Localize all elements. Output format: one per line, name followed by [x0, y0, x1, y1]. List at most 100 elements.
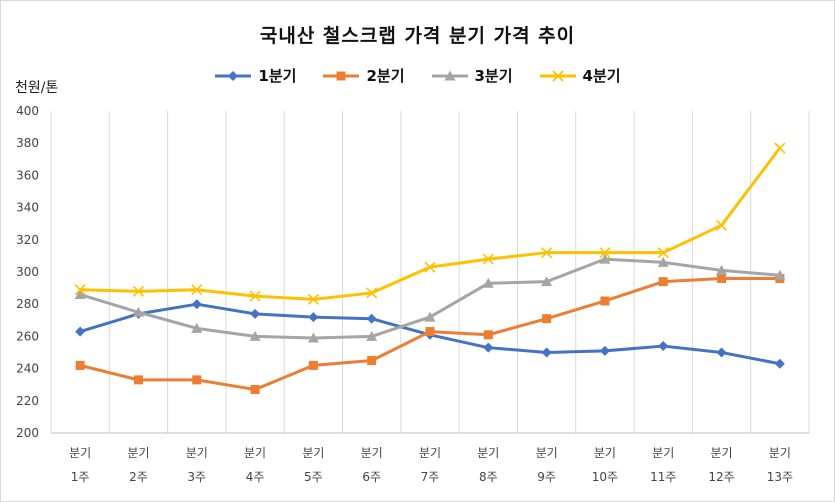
- series-line: [80, 147, 782, 301]
- data-point: [658, 277, 668, 287]
- legend-marker: [228, 70, 239, 81]
- data-point: [366, 287, 378, 299]
- y-tick-label: 280: [16, 297, 39, 311]
- data-point: [132, 306, 144, 317]
- data-point: [74, 289, 86, 300]
- x-tick-label: 9주: [537, 470, 556, 484]
- data-point: [191, 322, 203, 333]
- y-tick-label: 220: [16, 394, 39, 408]
- data-point: [250, 385, 260, 395]
- legend-swatch: [431, 70, 468, 80]
- x-tick-label: 분기: [536, 446, 558, 460]
- data-point: [192, 375, 202, 385]
- x-tick-label: 6주: [362, 470, 381, 484]
- x-tick-label: 13주: [767, 470, 793, 484]
- data-point: [541, 247, 553, 259]
- x-tick-label: 분기: [186, 446, 208, 460]
- x-tick-label: 분기: [69, 446, 91, 460]
- x-tick-label: 분기: [769, 446, 791, 460]
- x-tick-label: 분기: [710, 446, 732, 460]
- legend-marker: [444, 70, 455, 80]
- legend-item: 4분기: [539, 65, 621, 86]
- data-point: [75, 360, 85, 370]
- x-tick-label: 분기: [127, 446, 149, 460]
- legend-item: 2분기: [322, 65, 405, 86]
- data-point: [541, 276, 553, 287]
- data-point: [600, 296, 610, 306]
- data-point: [599, 253, 611, 264]
- series-3: [74, 253, 786, 343]
- y-tick-label: 340: [16, 201, 39, 215]
- x-tick-label: 4주: [246, 470, 265, 484]
- x-tick-label: 분기: [594, 446, 616, 460]
- data-point: [75, 326, 86, 337]
- data-point: [132, 285, 145, 297]
- data-point: [599, 345, 610, 356]
- data-point: [658, 341, 669, 352]
- y-tick-label: 260: [16, 329, 39, 343]
- data-point: [249, 330, 261, 341]
- data-point: [774, 269, 786, 280]
- x-tick-label: 분기: [361, 446, 383, 460]
- data-point: [482, 277, 494, 288]
- y-tick-label: 300: [16, 265, 39, 279]
- y-tick-label: 200: [16, 426, 39, 440]
- data-point: [483, 330, 493, 340]
- data-point: [716, 347, 727, 358]
- y-tick-label: 360: [16, 168, 39, 182]
- data-point: [307, 293, 319, 305]
- legend-swatch: [215, 70, 252, 81]
- data-point: [424, 261, 436, 273]
- x-tick-label: 5주: [304, 470, 323, 484]
- x-tick-label: 분기: [244, 446, 266, 460]
- y-tick-label: 240: [16, 362, 39, 376]
- legend-label: 1분기: [258, 67, 297, 85]
- data-point: [250, 308, 261, 319]
- legend-label: 2분기: [366, 67, 405, 85]
- data-point: [542, 314, 552, 324]
- x-tick-label: 1주: [71, 470, 90, 484]
- legend-marker: [336, 71, 346, 80]
- data-point: [74, 284, 86, 296]
- series-line: [79, 257, 780, 340]
- data-point: [191, 284, 203, 296]
- data-point: [599, 247, 611, 259]
- x-tick-label: 분기: [302, 446, 324, 460]
- y-tick-label: 400: [16, 104, 39, 118]
- data-point: [717, 273, 727, 283]
- data-point: [657, 247, 669, 259]
- y-tick-label: 380: [16, 136, 39, 150]
- x-tick-label: 분기: [419, 446, 441, 460]
- legend-item: 1분기: [214, 65, 296, 86]
- data-point: [482, 253, 494, 265]
- legend-swatch: [539, 69, 576, 82]
- data-point: [774, 358, 785, 369]
- data-point: [308, 360, 318, 370]
- series-4: [74, 142, 786, 305]
- x-tick-label: 10주: [592, 470, 618, 484]
- x-tick-label: 11주: [650, 470, 676, 484]
- data-point: [715, 219, 728, 231]
- x-tick-label: 분기: [652, 446, 674, 460]
- data-point: [425, 327, 435, 337]
- legend: 1분기 2분기 3분기 4분기: [1, 65, 834, 86]
- legend-swatch: [323, 71, 360, 80]
- data-point: [133, 375, 143, 385]
- data-point: [366, 330, 378, 341]
- x-tick-label: 3주: [187, 470, 206, 484]
- chart-title: 국내산 철스크랩 가격 분기 가격 추이: [259, 25, 576, 47]
- legend-label: 4분기: [582, 67, 621, 85]
- data-point: [366, 313, 377, 324]
- data-point: [308, 312, 319, 323]
- series-2: [75, 273, 785, 395]
- data-point: [483, 342, 494, 353]
- x-tick-label: 2주: [129, 470, 148, 484]
- data-point: [774, 142, 786, 154]
- x-tick-label: 8주: [479, 470, 498, 484]
- data-point: [657, 256, 669, 267]
- x-tick-label: 12주: [708, 470, 734, 484]
- data-point: [307, 332, 319, 343]
- data-point: [367, 356, 377, 366]
